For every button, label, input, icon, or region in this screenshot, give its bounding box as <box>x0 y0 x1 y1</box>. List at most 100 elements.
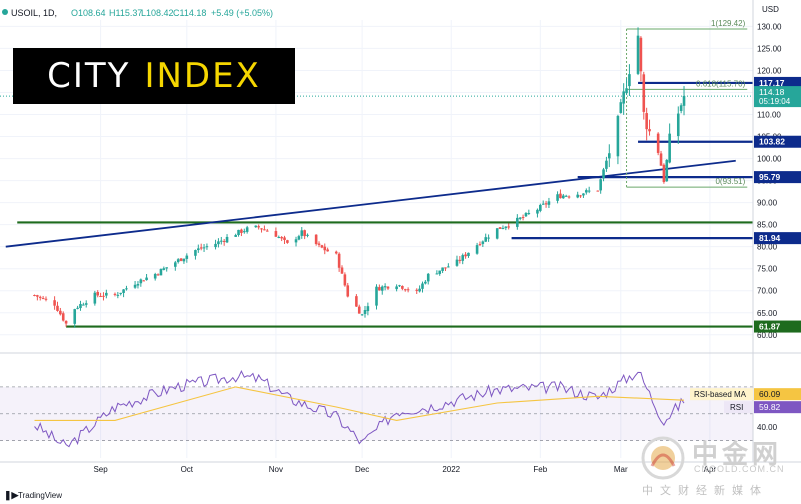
candle-body <box>648 129 651 132</box>
candle-body <box>277 237 281 239</box>
candle-body <box>133 284 137 288</box>
cngold-logo-icon <box>641 436 685 480</box>
candle-body <box>214 243 217 248</box>
candle-body <box>113 293 117 295</box>
candle-body <box>547 201 551 205</box>
tradingview-brand[interactable]: ❚▶ TradingView <box>4 490 62 501</box>
candle-body <box>317 243 321 245</box>
candle-body <box>197 248 200 251</box>
candle-body <box>44 298 48 300</box>
candle-body <box>507 226 511 228</box>
candle-body <box>562 195 565 199</box>
candle-body <box>406 289 410 291</box>
candle-body <box>656 133 660 153</box>
current-price-tag[interactable] <box>754 86 801 108</box>
candle-body <box>73 309 77 324</box>
candle-body <box>363 310 367 314</box>
candle-body <box>265 230 269 232</box>
header-symbol[interactable]: USOIL, 1D, <box>11 8 57 18</box>
candle-body <box>567 196 571 198</box>
candle-body <box>458 259 462 261</box>
candle-body <box>682 95 686 106</box>
candle-body <box>398 285 401 287</box>
level-tag-label: 117.17 <box>759 78 785 88</box>
candle-body <box>36 295 39 297</box>
rsi-ma-legend: RSI-based MA <box>694 390 747 399</box>
candle-body <box>76 307 79 309</box>
fib-level-label: 0.618(115.70) <box>696 79 746 88</box>
candle-body <box>438 270 442 274</box>
candle-body <box>237 229 240 236</box>
candle-body <box>516 217 519 227</box>
candle-body <box>539 204 542 211</box>
level-tag-bg <box>754 76 801 89</box>
candle-body <box>334 251 338 254</box>
candle-body <box>240 229 243 233</box>
candle-body <box>524 213 528 217</box>
rsi-legend-bg <box>724 401 753 414</box>
candle-body <box>636 35 640 74</box>
candle-body <box>378 287 381 291</box>
candle-body <box>105 292 108 296</box>
fib-level-label: 1(129.42) <box>711 19 746 28</box>
candle-body <box>174 262 177 267</box>
candle-body <box>220 240 223 242</box>
candle-body <box>645 113 648 130</box>
x-tick-label: Dec <box>355 465 369 474</box>
rsi-tag <box>754 401 801 414</box>
y-tick-label: 100.00 <box>757 155 782 164</box>
candle-body <box>401 285 404 289</box>
candle-body <box>464 254 467 257</box>
trendline[interactable] <box>5 159 736 248</box>
candle-body <box>639 37 643 72</box>
candle-body <box>383 286 387 288</box>
candle-body <box>254 225 258 228</box>
candle-body <box>33 295 36 297</box>
candle-body <box>182 258 186 262</box>
candle-body <box>176 259 180 263</box>
x-tick-label: Sep <box>93 465 108 474</box>
candle-body <box>357 306 361 314</box>
y-tick-label: 130.00 <box>757 22 782 31</box>
candle-body <box>628 74 631 87</box>
candle-body <box>564 195 568 197</box>
candle-body <box>242 231 246 233</box>
currency-label: USD <box>762 5 779 14</box>
cngold-watermark: 中金网 CNGOLD.COM.CN 中文财经新媒体 <box>638 436 798 497</box>
x-tick-label: Nov <box>269 465 283 474</box>
candle-body <box>498 227 502 229</box>
candle-body <box>79 304 82 309</box>
candle-body <box>355 296 358 307</box>
candle-body <box>679 105 683 111</box>
candle-body <box>659 153 663 166</box>
candle-body <box>418 288 421 292</box>
candle-body <box>323 246 327 251</box>
candle-body <box>668 133 671 163</box>
header-change: +5.49 (+5.05%) <box>211 8 273 18</box>
level-tag-label: 81.94 <box>759 233 781 243</box>
candle-body <box>93 292 97 304</box>
rsi-band-fill <box>0 386 753 441</box>
candle-body <box>622 91 625 104</box>
candle-body <box>504 226 508 229</box>
candle-body <box>435 273 439 275</box>
candle-body <box>142 280 146 282</box>
city-index-logo: CITY INDEX <box>13 48 295 104</box>
rsi-layer <box>0 370 753 448</box>
candle-body <box>415 289 419 291</box>
rsi-value: 59.82 <box>759 402 781 412</box>
candle-body <box>478 244 482 246</box>
candle-body <box>84 303 88 305</box>
bar-countdown: 05:19:04 <box>759 97 791 106</box>
candle-body <box>527 213 531 215</box>
candle-body <box>559 193 562 199</box>
candle-body <box>153 274 157 279</box>
candle-body <box>122 289 125 293</box>
y-tick-label: 120.00 <box>757 66 782 75</box>
y-tick-label: 125.00 <box>757 44 782 53</box>
candle-body <box>234 235 237 237</box>
candle-body <box>61 313 65 321</box>
tradingview-label: TradingView <box>18 491 62 500</box>
tradingview-logo-icon: ❚▶ <box>4 490 20 501</box>
candle-body <box>306 234 309 236</box>
